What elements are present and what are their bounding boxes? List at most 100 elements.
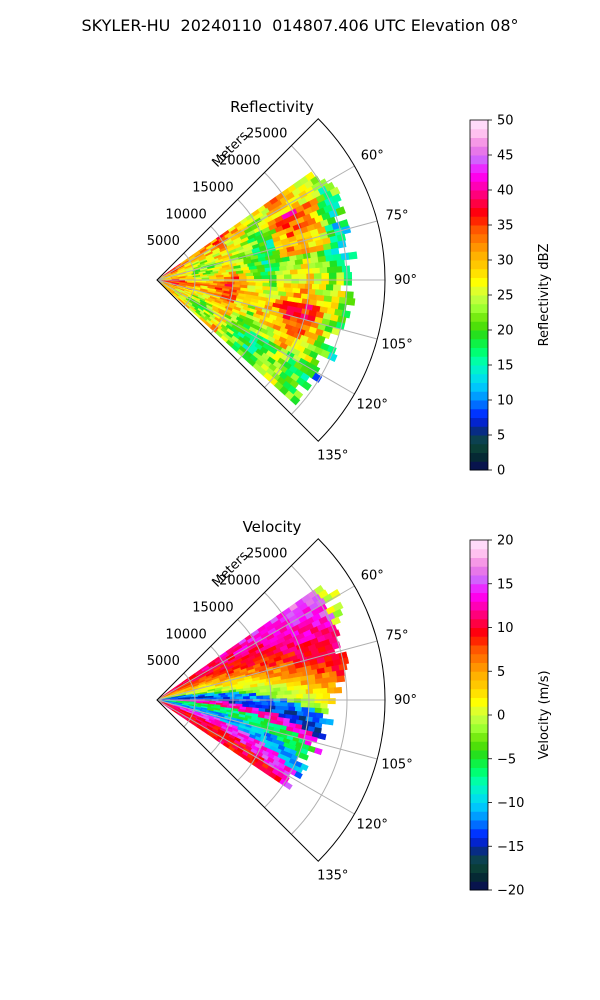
colorbar-segment	[470, 435, 488, 445]
azimuth-spoke	[156, 699, 355, 815]
colorbar-segment	[470, 750, 488, 760]
colorbar-segment	[470, 575, 488, 585]
azimuth-spoke	[156, 279, 355, 395]
colorbar-segment	[470, 277, 488, 287]
colorbar-label: Velocity (m/s)	[537, 670, 552, 759]
data-cell	[294, 771, 303, 780]
theta-tick-label: 60°	[361, 149, 384, 164]
range-tick-label: 15000	[192, 180, 233, 195]
colorbar-tick-label: 15	[497, 359, 514, 374]
colorbar-segment	[470, 330, 488, 340]
colorbar-segment	[470, 872, 488, 882]
radar-field	[157, 171, 358, 406]
theta-tick-label: 75°	[386, 629, 409, 644]
colorbar-segment	[470, 295, 488, 305]
data-cell	[329, 588, 341, 600]
data-cell	[249, 695, 257, 700]
data-cell	[289, 269, 299, 276]
data-cell	[330, 616, 341, 626]
data-cell	[337, 290, 347, 299]
data-cell	[239, 276, 248, 280]
colorbar-segment	[470, 758, 488, 768]
data-cell	[343, 271, 353, 280]
data-cell	[308, 707, 316, 714]
azimuth-spoke	[156, 220, 378, 281]
data-cell	[291, 689, 300, 696]
data-cell	[332, 601, 344, 612]
data-cell	[321, 682, 330, 689]
data-cell	[293, 698, 302, 704]
colorbar-segment	[470, 120, 488, 130]
reflectivity-panel: Reflectivity500010000150002000025000Mete…	[147, 98, 552, 479]
data-cell	[321, 698, 329, 704]
colorbar-segment	[470, 706, 488, 716]
data-cell	[348, 251, 358, 260]
data-cell	[314, 683, 323, 690]
data-cell	[284, 690, 293, 696]
range-tick-label: 5000	[147, 654, 180, 669]
colorbar-tick-label: 20	[497, 324, 514, 339]
data-cell	[287, 702, 295, 708]
range-tick-label: 10000	[165, 627, 206, 642]
data-cell	[243, 696, 251, 700]
radar-field	[157, 585, 350, 790]
data-cell	[291, 274, 300, 280]
theta-tick-label: 120°	[357, 397, 388, 412]
colorbar-tick-label: 25	[497, 289, 514, 304]
data-cell	[300, 753, 309, 761]
data-cell	[311, 283, 320, 291]
data-cell	[335, 206, 346, 216]
colorbar-segment	[470, 680, 488, 690]
data-cell	[273, 698, 281, 703]
colorbar-segment	[470, 190, 488, 200]
colorbar-tick-label: 30	[497, 254, 514, 269]
data-cell	[309, 693, 317, 699]
polar-grid	[156, 565, 385, 835]
range-tick-label: 15000	[192, 600, 233, 615]
colorbar-segment	[470, 785, 488, 795]
data-cell	[300, 763, 309, 772]
colorbar-segment	[470, 811, 488, 821]
data-cell	[329, 676, 338, 684]
sector-outline	[156, 118, 386, 442]
colorbar-segment	[470, 671, 488, 681]
colorbar-segment	[470, 627, 488, 637]
range-tick-label: 25000	[246, 547, 287, 562]
data-cell	[296, 694, 304, 700]
colorbar-segment	[470, 155, 488, 165]
colorbar-segment	[470, 216, 488, 226]
data-cell	[336, 233, 347, 243]
panel-title: Reflectivity	[230, 98, 314, 116]
colorbar-segment	[470, 846, 488, 856]
data-cell	[321, 272, 330, 280]
data-cell	[319, 267, 328, 274]
sector-outline	[156, 538, 386, 862]
data-cell	[338, 663, 348, 671]
data-cell	[282, 269, 291, 276]
range-tick-label: 20000	[219, 574, 260, 589]
data-cell	[325, 718, 334, 726]
data-cell	[337, 240, 347, 249]
colorbar-label: Reflectivity dBZ	[537, 244, 552, 347]
data-cell	[313, 703, 322, 709]
data-cell	[329, 260, 338, 268]
data-cell	[346, 297, 356, 306]
colorbar-segment	[470, 242, 488, 252]
colorbar-tick-label: −15	[497, 840, 524, 855]
colorbar-tick-label: −20	[497, 884, 524, 899]
figure-title: SKYLER-HU 20240110 014807.406 UTC Elevat…	[81, 16, 519, 35]
data-cell	[277, 690, 286, 696]
colorbar-segment	[470, 636, 488, 646]
data-cell	[300, 263, 309, 270]
data-cell	[283, 274, 293, 280]
colorbar-tick-label: 20	[497, 534, 514, 549]
colorbar-segment	[470, 312, 488, 322]
data-cell	[329, 290, 339, 298]
data-cell	[321, 330, 331, 340]
theta-tick-label: 135°	[317, 869, 348, 884]
data-cell	[315, 261, 324, 269]
colorbar-segment	[470, 128, 488, 138]
colorbar-segment	[470, 583, 488, 593]
data-cell	[281, 702, 289, 708]
colorbar-tick-label: −5	[497, 752, 516, 767]
